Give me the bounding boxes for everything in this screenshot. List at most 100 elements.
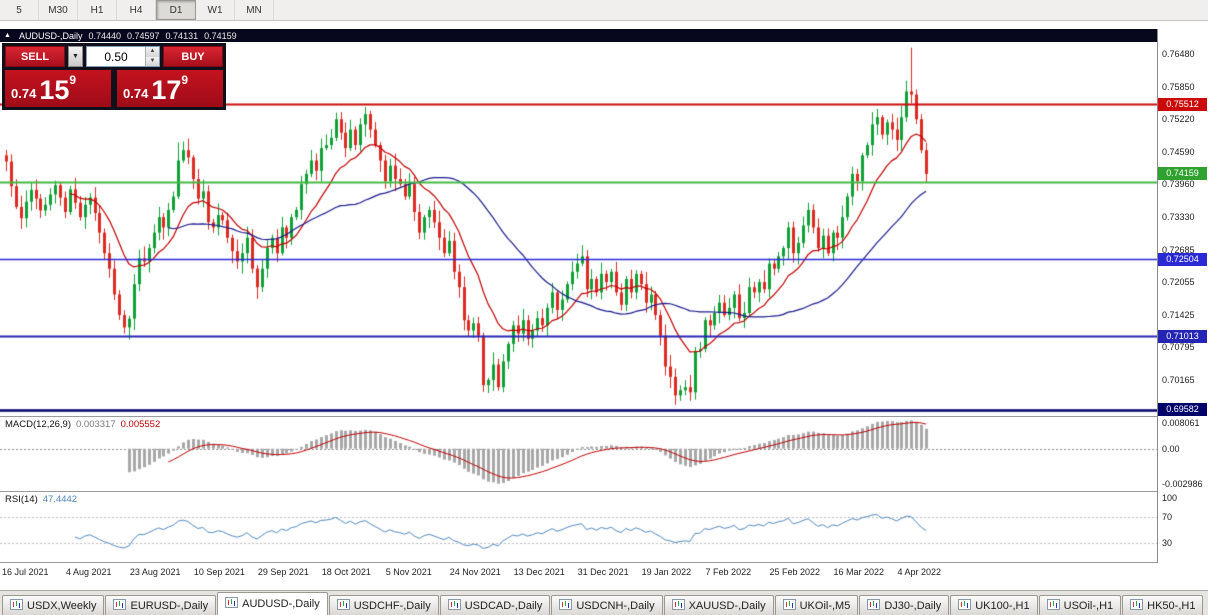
chart-tab-usdcnh-daily[interactable]: USDCNH-,Daily <box>551 595 663 615</box>
volume-spinner: ▲ ▼ <box>145 47 159 66</box>
date-tick-label: 18 Oct 2021 <box>321 567 371 577</box>
ohlc-close: 0.74159 <box>204 30 237 41</box>
chart-tab-usdcad-daily[interactable]: USDCAD-,Daily <box>439 595 551 615</box>
chart-tab-label: USDX,Weekly <box>27 599 97 612</box>
price-level-label: 0.69582 <box>1158 403 1207 417</box>
price-axis-border <box>1157 29 1158 585</box>
mini-chart-icon <box>1046 598 1060 613</box>
time-axis-border <box>0 562 1208 563</box>
chart-tabs-bar: USDX,Weekly EURUSD-,Daily AUDUSD-,Daily USD… <box>0 590 1208 615</box>
chart-tab-label: EURUSD-,Daily <box>130 599 209 612</box>
price-axis[interactable]: 0.76480 0.75850 0.75220 0.74590 0.73960 0.733… <box>1158 29 1208 585</box>
price-level-label: 0.75512 <box>1158 97 1207 111</box>
mini-chart-icon <box>671 598 685 613</box>
date-tick-label: 10 Sep 2021 <box>193 567 245 577</box>
price-tick-label: 0.76480 <box>1162 49 1195 60</box>
price-tick-label: 0.71425 <box>1162 309 1195 320</box>
timeframe-toolbar: 5 M30 H1 H4 D1 W1 MN <box>0 0 1208 21</box>
mini-chart-icon <box>225 597 239 611</box>
mini-chart-icon <box>336 598 350 613</box>
date-tick-label: 19 Jan 2022 <box>641 567 692 577</box>
trade-panel-collapse-icon[interactable]: ▲ <box>4 32 11 39</box>
macd-pane-canvas[interactable] <box>0 417 1158 490</box>
macd-axis-label: 0.008061 <box>1162 418 1200 428</box>
timeframe-button-m30[interactable]: M30 <box>39 0 78 20</box>
chart-tab-ukoil-m5[interactable]: UKOil-,M5 <box>774 595 859 615</box>
chart-tab-label: USDCNH-,Daily <box>576 599 655 612</box>
mini-chart-icon <box>10 598 23 613</box>
chart-tab-label: USDCHF-,Daily <box>353 599 431 612</box>
ohlc-low: 0.74131 <box>165 30 199 41</box>
spinner-down-icon[interactable]: ▼ <box>146 56 159 66</box>
chart-tab-label: USDCAD-,Daily <box>464 599 543 612</box>
ohlc-high: 0.74597 <box>127 30 160 41</box>
time-axis[interactable]: 16 Jul 2021 4 Aug 2021 23 Aug 2021 10 Sep 2… <box>0 563 1208 585</box>
chart-tab-audusd-daily[interactable]: AUDUSD-,Daily <box>217 592 328 615</box>
chart-tab-hk50-h1[interactable]: HK50-,H1 <box>1122 595 1204 615</box>
chart-tab-dj30-daily[interactable]: DJ30-,Daily <box>859 595 950 615</box>
rsi-axis-label: 30 <box>1162 537 1173 548</box>
chart-tab-label: USOil-,H1 <box>1063 599 1114 612</box>
price-tick-label: 0.72685 <box>1162 244 1195 255</box>
date-tick-label: 24 Nov 2021 <box>449 567 501 577</box>
volume-field: ▲ ▼ <box>86 46 160 67</box>
timeframe-button-w1[interactable]: W1 <box>196 0 235 20</box>
rsi-pane-canvas[interactable] <box>0 492 1158 562</box>
rsi-axis-label: 100 <box>1162 493 1178 504</box>
chart-tab-uk100-h1[interactable]: UK100-,H1 <box>950 595 1038 615</box>
macd-axis-label: 0.00 <box>1162 443 1180 454</box>
mini-chart-icon <box>958 598 972 613</box>
chart-tab-label: UK100-,H1 <box>975 599 1030 612</box>
buy-price-big: 17 <box>151 75 182 105</box>
timeframe-button-h1[interactable]: H1 <box>78 0 117 20</box>
mini-chart-icon <box>559 598 573 613</box>
pane-separator[interactable] <box>0 416 1208 417</box>
date-tick-label: 4 Apr 2022 <box>897 567 941 577</box>
timeframe-button-d1[interactable]: D1 <box>156 0 196 20</box>
macd-axis-label: -0.002986 <box>1162 479 1203 489</box>
order-options-dropdown[interactable]: ▼ <box>68 46 83 67</box>
price-tick-label: 0.72055 <box>1162 277 1195 288</box>
mini-chart-icon <box>867 598 881 613</box>
sell-button[interactable]: SELL <box>5 46 65 67</box>
chart-symbol-title: AUDUSD-,Daily <box>18 30 83 41</box>
volume-input[interactable] <box>87 48 145 65</box>
rsi-axis-label: 70 <box>1162 512 1173 523</box>
pane-separator[interactable] <box>0 491 1208 492</box>
sell-price-display[interactable]: 0.74 15 9 <box>5 70 111 107</box>
chart-tab-label: DJ30-,Daily <box>884 599 942 612</box>
chart-tab-usoil-h1[interactable]: USOil-,H1 <box>1038 595 1122 615</box>
date-tick-label: 7 Feb 2022 <box>705 567 752 577</box>
ohlc-open: 0.74440 <box>88 30 121 41</box>
chart-tab-label: HK50-,H1 <box>1147 599 1196 612</box>
buy-price-display[interactable]: 0.74 17 9 <box>117 70 223 107</box>
sell-price-pip: 9 <box>69 73 77 87</box>
chart-tab-usdchf-daily[interactable]: USDCHF-,Daily <box>328 595 439 615</box>
mini-chart-icon <box>113 598 127 613</box>
timeframe-button-h4[interactable]: H4 <box>117 0 156 20</box>
buy-price-pip: 9 <box>181 73 189 87</box>
date-tick-label: 4 Aug 2021 <box>65 567 112 577</box>
chart-tab-eurusd-daily[interactable]: EURUSD-,Daily <box>105 595 217 615</box>
spinner-up-icon[interactable]: ▲ <box>146 47 159 57</box>
sell-price-big: 15 <box>39 75 70 105</box>
price-tick-label: 0.70795 <box>1162 342 1195 353</box>
price-level-label: 0.71013 <box>1158 329 1207 343</box>
date-tick-label: 16 Mar 2022 <box>833 567 885 577</box>
chart-tab-usdx-weekly[interactable]: USDX,Weekly <box>2 595 105 615</box>
chart-tab-xauusd-daily[interactable]: XAUUSD-,Daily <box>663 595 774 615</box>
timeframe-button-5[interactable]: 5 <box>0 0 39 20</box>
buy-button[interactable]: BUY <box>163 46 223 67</box>
price-tick-label: 0.75220 <box>1162 114 1195 125</box>
buy-price-prefix: 0.74 <box>123 86 149 101</box>
price-tick-label: 0.73330 <box>1162 211 1195 222</box>
date-tick-label: 25 Feb 2022 <box>769 567 821 577</box>
date-tick-label: 5 Nov 2021 <box>385 567 432 577</box>
rsi-indicator-label: RSI(14) 47.4442 <box>5 494 78 505</box>
date-tick-label: 31 Dec 2021 <box>577 567 629 577</box>
price-tick-label: 0.75850 <box>1162 81 1195 92</box>
timeframe-button-mn[interactable]: MN <box>235 0 274 20</box>
sell-price-prefix: 0.74 <box>11 86 37 101</box>
